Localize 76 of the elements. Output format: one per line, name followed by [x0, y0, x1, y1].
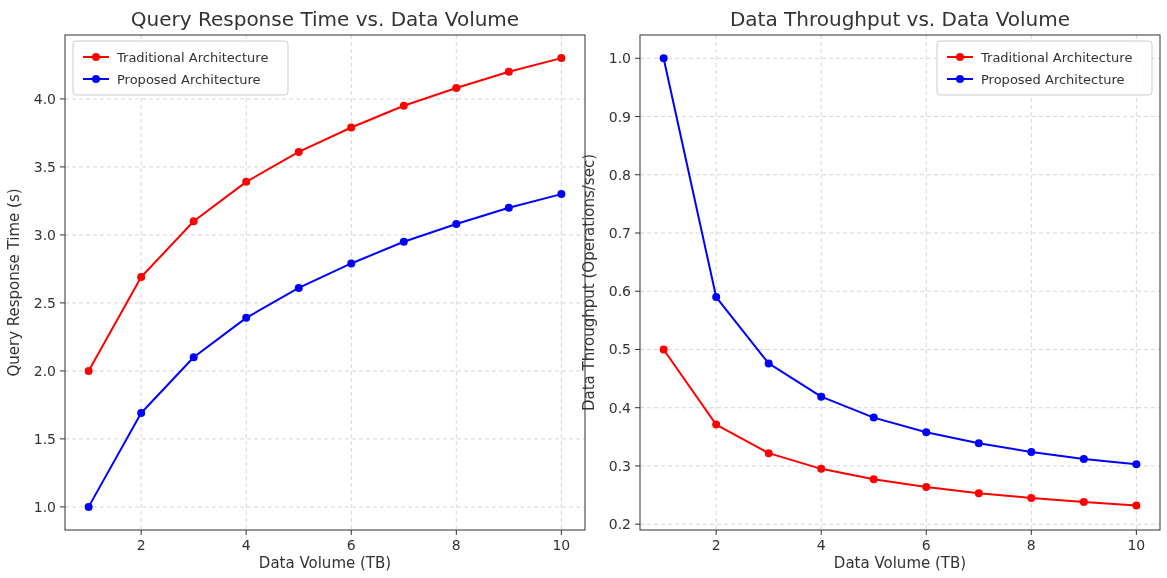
y-tick-label: 2.0	[33, 362, 56, 379]
x-tick-label: 4	[816, 537, 826, 553]
point	[1132, 501, 1141, 510]
point	[869, 413, 878, 422]
y-tick-label: 1.0	[33, 498, 56, 515]
point	[764, 449, 773, 458]
point	[504, 67, 513, 76]
y-tick-label: 0.4	[608, 399, 632, 416]
point	[347, 259, 356, 268]
point	[294, 147, 303, 156]
point	[659, 54, 668, 63]
x-axis-title: Data Volume (TB)	[833, 554, 967, 572]
x-tick-label: 2	[711, 537, 721, 553]
legend-label: Traditional Architecture	[980, 50, 1133, 65]
point	[974, 489, 983, 498]
y-tick-label: 1.5	[33, 430, 56, 447]
point	[189, 217, 198, 226]
point	[189, 353, 198, 362]
y-axis-title: Query Response Time (s)	[5, 188, 23, 377]
point	[84, 502, 93, 511]
point	[1079, 454, 1088, 463]
legend-label: Proposed Architecture	[117, 72, 261, 87]
point	[294, 283, 303, 292]
point	[242, 313, 251, 322]
point	[399, 101, 408, 110]
y-tick-label: 2.5	[33, 294, 56, 311]
point	[452, 84, 461, 93]
point	[557, 54, 566, 63]
point	[557, 190, 566, 199]
y-tick-label: 0.3	[608, 457, 631, 474]
point	[712, 293, 721, 302]
point	[347, 123, 356, 132]
x-tick-label: 10	[1127, 537, 1146, 553]
point	[817, 464, 826, 473]
point	[974, 439, 983, 448]
chart-title: Query Response Time vs. Data Volume	[130, 7, 520, 31]
point	[922, 428, 931, 437]
point	[242, 177, 251, 186]
point	[817, 392, 826, 401]
x-tick-label: 2	[136, 537, 146, 553]
y-tick-label: 0.6	[608, 283, 632, 300]
y-tick-label: 0.8	[608, 166, 631, 183]
y-tick-label: 0.7	[608, 225, 631, 241]
point	[1027, 493, 1036, 502]
legend-label: Traditional Architecture	[116, 50, 269, 65]
x-tick-label: 10	[552, 537, 571, 553]
x-tick-label: 8	[1026, 537, 1036, 553]
x-tick-label: 6	[921, 537, 931, 553]
point	[764, 359, 773, 368]
y-tick-label: 3.5	[33, 158, 56, 175]
chart-title: Data Throughput vs. Data Volume	[729, 7, 1071, 31]
point	[137, 409, 146, 418]
y-tick-label: 4.0	[33, 90, 56, 107]
point	[137, 273, 146, 282]
point	[659, 345, 668, 354]
y-tick-label: 0.5	[608, 341, 631, 358]
x-tick-label: 6	[346, 537, 356, 553]
point	[869, 475, 878, 484]
x-tick-label: 4	[241, 537, 251, 553]
y-tick-label: 0.2	[608, 516, 631, 533]
y-tick-label: 1.0	[608, 50, 631, 67]
point	[1079, 498, 1088, 507]
x-tick-label: 8	[451, 537, 461, 553]
point	[712, 420, 721, 429]
point	[504, 203, 513, 212]
y-axis-title: Data Throughput (Operations/sec)	[580, 154, 598, 411]
point	[452, 220, 461, 229]
y-tick-label: 3.0	[33, 226, 56, 243]
point	[1132, 460, 1141, 469]
point	[1027, 447, 1036, 456]
x-axis-title: Data Volume (TB)	[258, 554, 392, 572]
point	[84, 366, 93, 375]
y-tick-label: 0.9	[608, 108, 631, 125]
legend-label: Proposed Architecture	[981, 72, 1125, 87]
point	[399, 237, 408, 246]
point	[922, 482, 931, 491]
